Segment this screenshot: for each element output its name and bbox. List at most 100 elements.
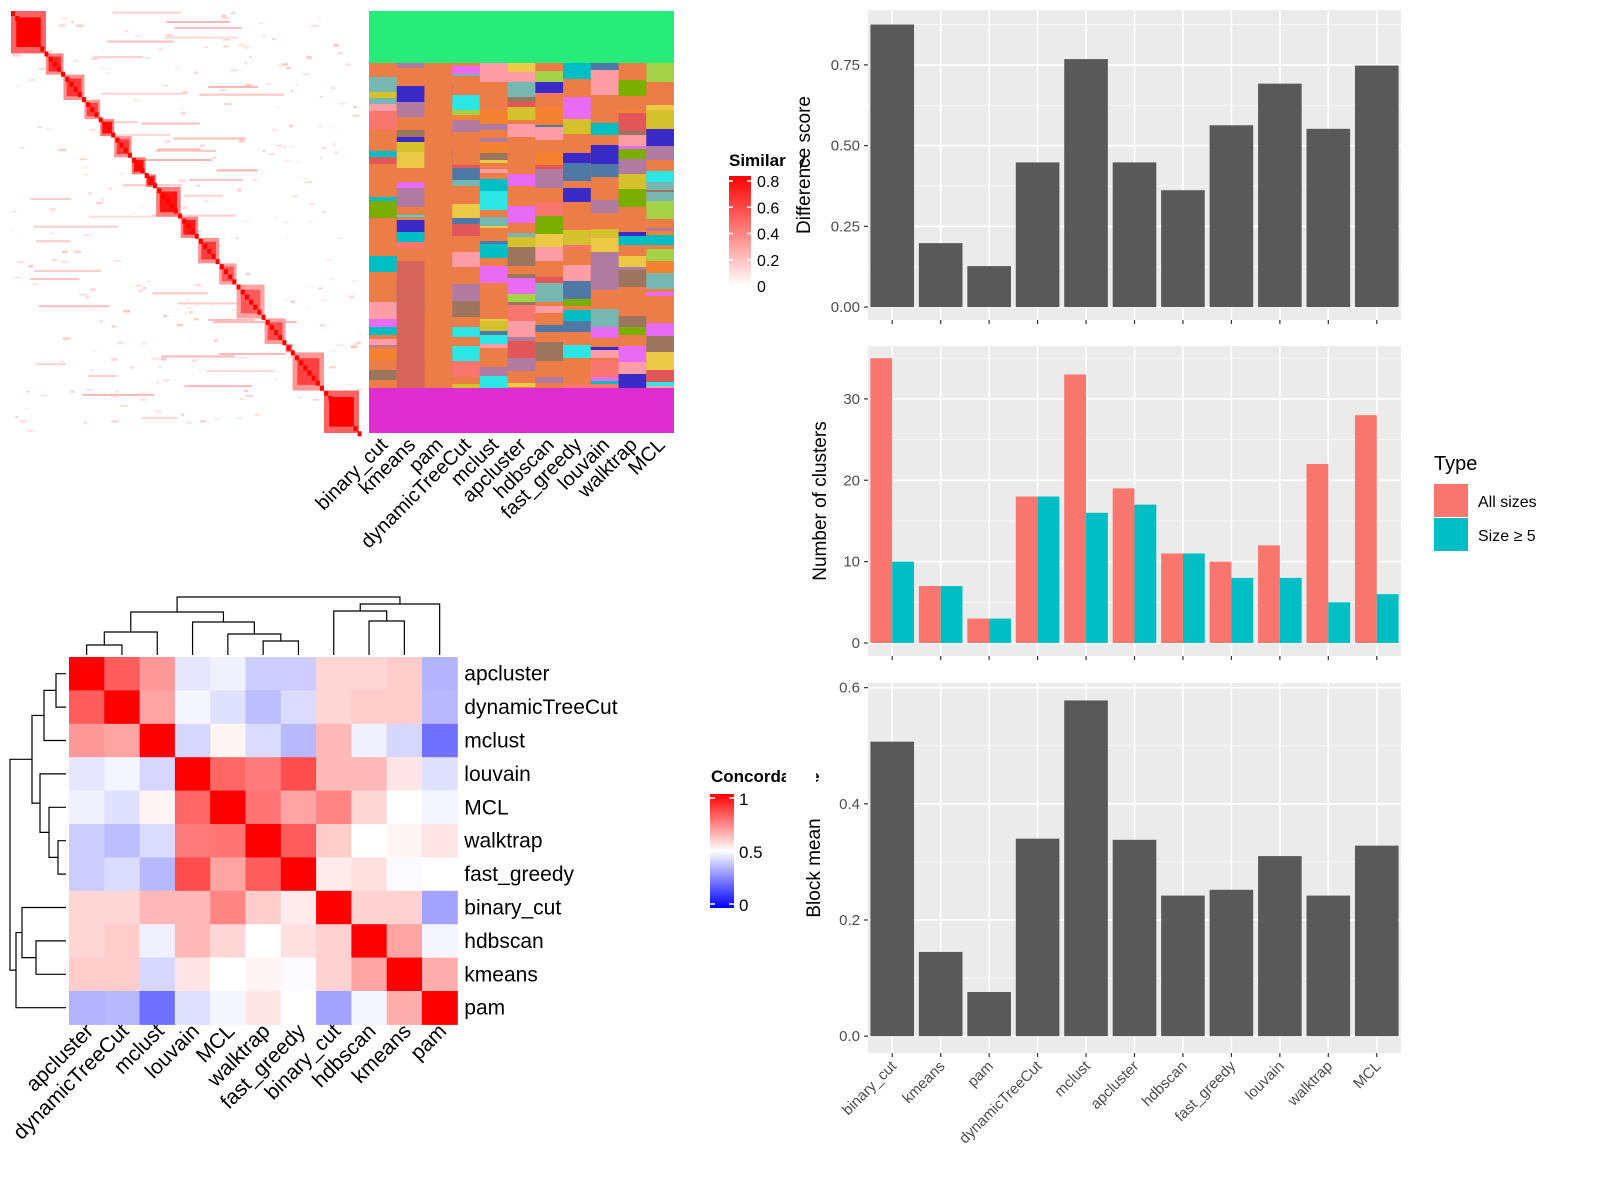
concordance-cell xyxy=(210,957,246,992)
assignment-cell xyxy=(590,271,619,290)
similarity-diagonal-cell xyxy=(219,264,224,270)
similarity-cell xyxy=(37,126,43,128)
x-tick-label: louvain xyxy=(1242,1058,1288,1104)
assignment-cell xyxy=(590,63,619,67)
concordance-cell xyxy=(316,723,352,758)
assignment-cell xyxy=(396,86,425,102)
similarity-cell xyxy=(84,234,92,236)
bar-all-sizes xyxy=(1306,463,1329,643)
similarity-cell xyxy=(183,194,223,197)
concordance-cell xyxy=(245,857,282,892)
bar xyxy=(967,992,1011,1037)
similarity-cell xyxy=(199,93,284,96)
similarity-cell xyxy=(303,73,310,75)
similarity-cell xyxy=(325,258,332,261)
assignment-cell xyxy=(563,245,591,249)
concordance-cell xyxy=(104,757,141,792)
similarity-cell xyxy=(86,389,93,391)
concordance-cell xyxy=(351,924,388,959)
concordance-row-label: apcluster xyxy=(464,663,549,686)
similarity-cell xyxy=(319,156,322,159)
similarity-cell xyxy=(85,296,90,299)
assignment-cell xyxy=(369,104,397,111)
assignment-cell xyxy=(590,145,619,164)
similarity-diagonal-cell xyxy=(119,142,124,148)
y-tick-label: 0.25 xyxy=(831,218,860,235)
concordance-cell xyxy=(386,857,423,892)
similarity-cell xyxy=(216,338,220,341)
assignment-cell xyxy=(535,93,564,95)
similarity-cell xyxy=(180,413,185,416)
bar-all-sizes xyxy=(870,358,893,643)
cluster-assignment-method-labels: binary_cutkmeanspamdynamicTreeCutmclusta… xyxy=(312,434,670,553)
similarity-cell xyxy=(82,393,155,396)
assignment-cell xyxy=(452,110,480,115)
similarity-diagonal-cell xyxy=(228,274,233,280)
similarity-cell xyxy=(26,429,33,432)
similarity-cell xyxy=(162,379,170,382)
similarity-diagonal-cell xyxy=(11,11,15,16)
assignment-cell xyxy=(590,347,619,350)
assignment-cell xyxy=(618,131,647,135)
similarity-cell xyxy=(12,54,21,57)
similarity-cell xyxy=(81,166,89,169)
concordance-cell xyxy=(69,957,105,992)
similarity-diagonal-cell xyxy=(111,132,116,138)
similarity-cell xyxy=(230,69,238,71)
concordance-cell xyxy=(386,957,423,992)
similarity-cell xyxy=(72,60,78,63)
concordance-cell xyxy=(422,690,458,725)
assignment-cell xyxy=(396,63,425,68)
assignment-cell xyxy=(646,323,674,336)
concordance-cell xyxy=(386,890,423,925)
similarity-diagonal-cell xyxy=(257,309,262,315)
similarity-cell xyxy=(203,200,209,203)
similarity-diagonal-cell xyxy=(144,173,149,179)
similarity-cell xyxy=(132,99,141,102)
assignment-cell xyxy=(618,256,647,267)
concordance-cell xyxy=(280,690,317,725)
assignment-cell xyxy=(507,247,536,266)
y-tick-label: 0.0 xyxy=(839,1028,860,1045)
similarity-cell xyxy=(268,153,276,155)
similarity-cell xyxy=(195,184,201,187)
similarity-cell xyxy=(198,368,204,372)
similarity-cell xyxy=(110,419,119,423)
assignment-cell xyxy=(479,217,508,226)
similarity-cell xyxy=(151,357,160,360)
concordance-cell xyxy=(316,924,352,959)
assignment-cell xyxy=(590,70,619,79)
assignment-cell xyxy=(507,233,536,237)
assignment-cell xyxy=(507,206,536,223)
legend-mask xyxy=(786,140,800,180)
concordance-cell xyxy=(245,991,282,1025)
assignment-cell xyxy=(646,231,674,235)
similarity-cell xyxy=(34,269,101,272)
assignment-cell xyxy=(369,302,397,319)
similarity-cell xyxy=(90,288,96,291)
x-tick-label: walktrap xyxy=(1284,1058,1336,1110)
concordance-heatmap: apcluster dynamicTreeCut mclust louvain MCL w… xyxy=(9,657,618,1144)
similarity-cell xyxy=(267,83,271,85)
assignment-cell xyxy=(563,97,591,103)
concordance-cell xyxy=(316,657,352,691)
concordance-cell xyxy=(351,957,388,992)
concordance-cell xyxy=(104,657,141,691)
concordance-cell xyxy=(386,924,423,959)
similarity-diagonal-cell xyxy=(198,238,203,244)
similarity-cell xyxy=(189,178,244,181)
concordance-cell xyxy=(386,991,423,1025)
similarity-cell xyxy=(138,392,145,394)
concordance-cell xyxy=(174,957,211,992)
similarity-cell xyxy=(36,363,66,366)
assignment-cell xyxy=(479,241,508,244)
assignment-cell xyxy=(507,278,536,294)
similarity-diagonal-cell xyxy=(286,345,291,351)
assignment-cell xyxy=(563,188,591,202)
similarity-cell xyxy=(310,25,319,27)
assignment-cell xyxy=(507,63,536,72)
assignment-cell xyxy=(563,63,591,79)
bar-all-sizes xyxy=(1258,545,1280,643)
similarity-cell xyxy=(333,43,339,47)
similarity-diagonal-cell xyxy=(152,183,157,189)
